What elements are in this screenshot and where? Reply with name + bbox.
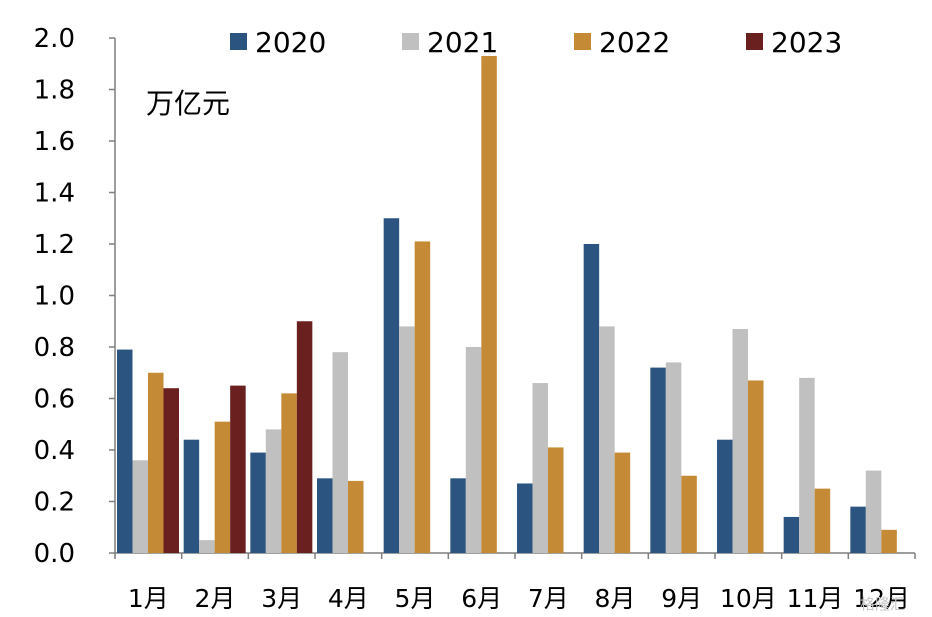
legend-label-2020: 2020 — [255, 26, 326, 59]
x-tick-label: 1月 — [128, 584, 169, 613]
y-tick-label: 1.6 — [34, 127, 75, 157]
x-axis: 1月 2月 3月 4月 5月 6月 7月 8月 9月 10月 11月 12月 — [114, 552, 916, 613]
bar-2022-8 — [614, 452, 631, 553]
bar-group — [117, 56, 897, 554]
bar-2022-12 — [881, 529, 897, 553]
x-tick-label: 10月 — [720, 584, 777, 613]
bar-2021-1 — [132, 460, 148, 553]
bar-2021-3 — [265, 429, 282, 553]
bar-2022-5 — [414, 241, 431, 554]
y-tick-group: 0.0 0.2 0.4 0.6 0.8 1.0 1.2 1.4 1.6 1.8 2.0 — [34, 24, 115, 569]
legend-label-2022: 2022 — [599, 26, 670, 59]
bar-2021-5 — [399, 326, 415, 553]
bar-2022-6 — [481, 56, 497, 554]
bar-2020-12 — [850, 506, 866, 553]
y-axis: 0.0 0.2 0.4 0.6 0.8 1.0 1.2 1.4 1.6 1.8 2.0 — [34, 24, 116, 569]
bar-2023-2 — [230, 385, 246, 553]
bar-2020-10 — [717, 439, 733, 553]
x-tick-label: 7月 — [528, 584, 569, 613]
bar-2022-2 — [214, 421, 231, 553]
bar-2022-3 — [281, 393, 297, 553]
unit-label: 万亿元 — [146, 87, 230, 120]
bar-2021-9 — [665, 362, 682, 553]
x-tick-label: 9月 — [661, 584, 702, 613]
x-tick-label: 4月 — [328, 584, 369, 613]
x-tick-label: 11月 — [787, 584, 844, 613]
legend-label-2023: 2023 — [771, 26, 842, 59]
bar-2023-1 — [163, 388, 179, 553]
y-tick-label: 1.2 — [34, 230, 75, 260]
x-tick-label: 5月 — [395, 584, 436, 613]
bar-2022-4 — [348, 480, 364, 553]
bar-2022-10 — [748, 380, 764, 553]
bar-2020-5 — [383, 218, 400, 553]
legend-label-2021: 2021 — [427, 26, 498, 59]
y-tick-label: 0.4 — [34, 436, 75, 466]
legend-swatch-2022 — [574, 33, 591, 50]
bar-2020-6 — [450, 478, 466, 553]
bar-2023-3 — [296, 321, 313, 553]
bar-2020-7 — [517, 483, 533, 553]
bar-2021-12 — [865, 470, 882, 553]
y-tick-label: 1.8 — [34, 76, 75, 106]
bar-2021-7 — [532, 383, 548, 553]
y-tick-label: 2.0 — [34, 24, 75, 54]
bar-2020-11 — [783, 516, 800, 553]
bar-2021-8 — [599, 326, 615, 553]
y-tick-label: 0.2 — [34, 488, 75, 518]
legend: 2020 2021 2022 2023 — [230, 26, 842, 59]
bar-2022-7 — [548, 447, 564, 553]
bar-2020-3 — [250, 452, 266, 553]
bar-2022-1 — [148, 372, 164, 553]
bar-2021-11 — [799, 377, 815, 553]
y-tick-label: 0.0 — [34, 539, 75, 569]
bar-2021-6 — [465, 347, 482, 553]
bar-2021-4 — [332, 352, 348, 553]
x-tick-label: 12月 — [853, 584, 910, 613]
bar-2020-9 — [650, 367, 666, 553]
x-tick-label: 3月 — [261, 584, 302, 613]
y-tick-label: 1.4 — [34, 179, 75, 209]
x-tick-group: 1月 2月 3月 4月 5月 6月 7月 8月 9月 10月 11月 12月 — [114, 553, 916, 613]
y-tick-label: 1.0 — [34, 282, 75, 312]
watermark: 格隆汇 — [860, 595, 905, 613]
bar-2022-11 — [814, 488, 831, 553]
bar-2020-8 — [583, 244, 600, 553]
y-tick-label: 0.8 — [34, 333, 75, 363]
bar-2021-10 — [732, 328, 748, 553]
legend-swatch-2021 — [402, 33, 419, 50]
bar-2020-4 — [317, 478, 333, 553]
bar-2021-2 — [199, 540, 215, 553]
bar-2022-9 — [681, 475, 697, 553]
x-tick-label: 6月 — [461, 584, 502, 613]
x-tick-label: 2月 — [195, 584, 236, 613]
bar-2020-2 — [183, 439, 200, 553]
legend-swatch-2020 — [230, 33, 247, 50]
x-tick-label: 8月 — [595, 584, 636, 613]
legend-swatch-2023 — [746, 33, 763, 50]
y-tick-label: 0.6 — [34, 385, 75, 415]
bar-2020-1 — [117, 349, 133, 553]
